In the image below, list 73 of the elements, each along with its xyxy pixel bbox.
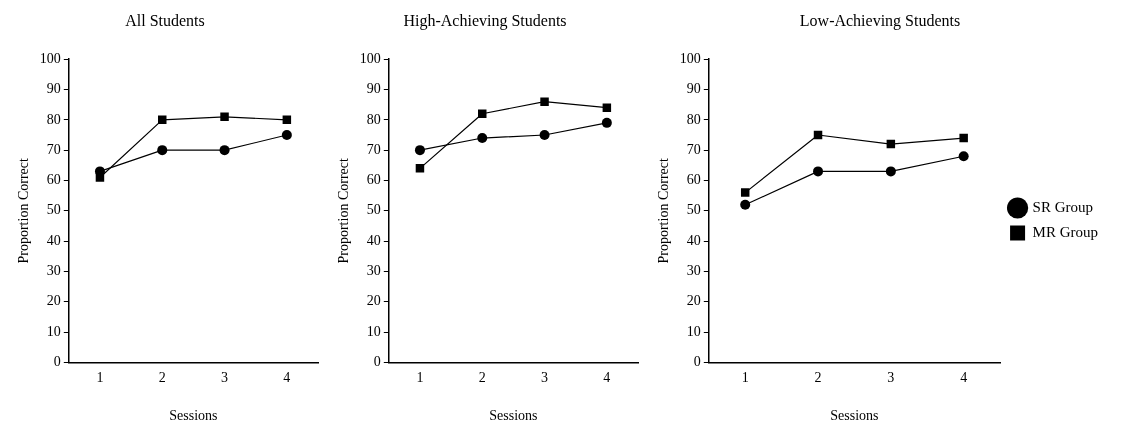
point xyxy=(740,188,750,197)
x-tick-label: 3 xyxy=(887,370,895,386)
y-tick-label: 10 xyxy=(366,323,381,339)
y-axis-title: Proportion Correct xyxy=(336,158,352,264)
legend-label: MR Group xyxy=(1032,223,1098,240)
x-tick-label: 2 xyxy=(814,370,822,386)
y-tick-label: 30 xyxy=(686,263,701,279)
point xyxy=(602,103,612,112)
x-axis-title: Sessions xyxy=(830,408,879,424)
y-tick-label: 70 xyxy=(366,141,381,157)
y-tick-label: 10 xyxy=(46,323,61,339)
y-tick-label: 80 xyxy=(686,111,701,127)
y-tick-label: 20 xyxy=(366,293,381,309)
y-tick-label: 60 xyxy=(366,172,381,188)
x-tick-label: 4 xyxy=(283,370,291,386)
y-tick-label: 100 xyxy=(359,50,381,66)
y-tick-label: 0 xyxy=(373,354,381,370)
point xyxy=(220,112,229,122)
point xyxy=(740,199,751,210)
y-tick-label: 40 xyxy=(686,232,701,248)
y-tick-label: 10 xyxy=(686,323,701,339)
y-tick-label: 60 xyxy=(46,172,61,188)
chart-title: All Students xyxy=(125,11,205,29)
y-tick-label: 90 xyxy=(366,81,381,97)
y-tick-label: 40 xyxy=(366,232,381,248)
y-tick-label: 80 xyxy=(366,111,381,127)
chart-title: High-Achieving Students xyxy=(403,11,567,30)
point xyxy=(540,97,549,106)
y-tick-label: 70 xyxy=(686,141,701,157)
point xyxy=(959,133,968,143)
y-tick-label: 100 xyxy=(679,50,701,66)
point xyxy=(219,145,230,156)
point xyxy=(281,130,292,140)
y-axis-title: Proportion Correct xyxy=(656,158,672,264)
point xyxy=(539,130,550,140)
y-tick-label: 20 xyxy=(46,293,61,309)
y-tick-label: 0 xyxy=(693,354,701,370)
y-tick-label: 50 xyxy=(686,202,701,218)
point xyxy=(414,145,425,156)
x-tick-label: 4 xyxy=(603,370,611,386)
y-tick-label: 100 xyxy=(39,50,61,66)
x-tick-label: 3 xyxy=(541,370,549,386)
x-tick-label: 3 xyxy=(221,370,229,386)
y-tick-label: 40 xyxy=(46,232,61,248)
x-tick-label: 2 xyxy=(478,370,486,386)
legend-label: SR Group xyxy=(1032,198,1094,215)
y-tick-label: 70 xyxy=(46,141,61,157)
point xyxy=(477,133,488,144)
point xyxy=(958,151,969,162)
x-tick-label: 1 xyxy=(416,370,424,386)
chart-title: Low-Achieving Students xyxy=(799,11,961,30)
y-tick-label: 0 xyxy=(53,354,61,370)
y-tick-label: 90 xyxy=(46,81,61,97)
y-tick-label: 50 xyxy=(46,202,61,218)
x-axis-title: Sessions xyxy=(169,408,218,424)
point xyxy=(157,145,168,156)
x-tick-label: 1 xyxy=(96,370,104,386)
point xyxy=(885,166,896,177)
y-tick-label: 30 xyxy=(366,263,381,279)
point xyxy=(813,166,824,177)
x-tick-label: 2 xyxy=(158,370,166,386)
point xyxy=(415,164,425,173)
y-tick-label: 30 xyxy=(46,263,61,279)
y-tick-label: 50 xyxy=(366,202,381,218)
y-tick-label: 20 xyxy=(686,293,701,309)
y-tick-label: 80 xyxy=(46,111,61,127)
x-tick-label: 4 xyxy=(960,370,968,386)
y-axis-title: Proportion Correct xyxy=(16,158,32,264)
y-tick-label: 60 xyxy=(686,172,701,188)
y-tick-label: 90 xyxy=(686,81,701,97)
point xyxy=(601,117,612,128)
x-axis-title: Sessions xyxy=(489,408,538,424)
x-tick-label: 1 xyxy=(741,370,749,386)
